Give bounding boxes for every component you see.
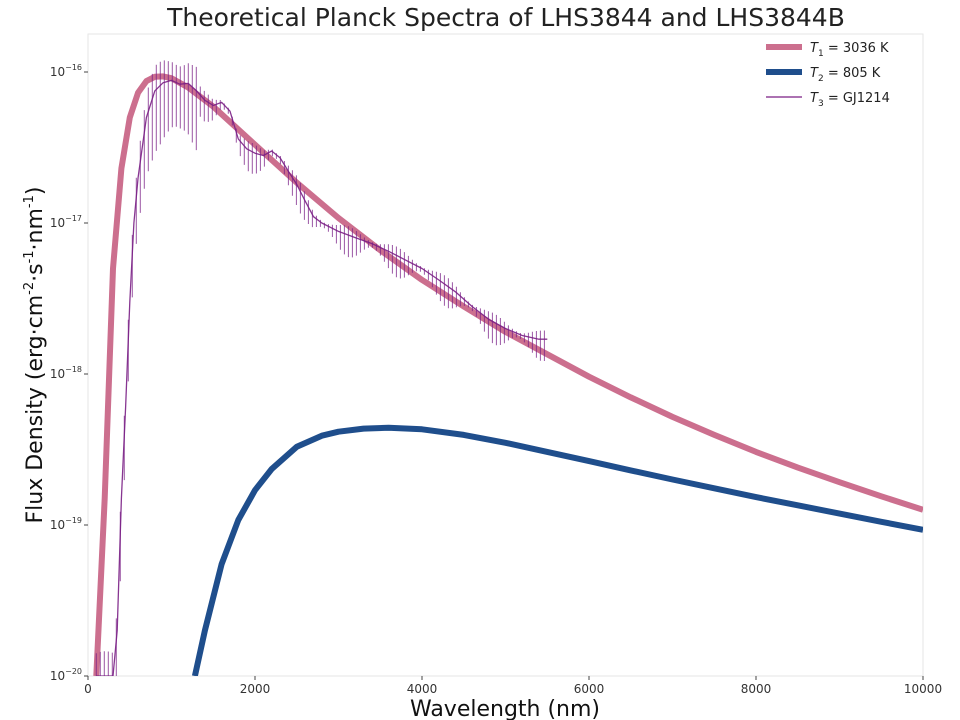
chart-title: Theoretical Planck Spectra of LHS3844 an… [166,3,845,32]
series-t3-gj1214-noise-band [95,60,545,676]
y-tick-label: 10−20 [50,667,82,683]
y-tick-label: 10−19 [50,516,82,532]
x-tick-label: 10000 [904,682,942,696]
x-tick-label: 6000 [574,682,605,696]
legend-label-2: T2 = 805 K [810,66,881,84]
legend-label-1: T1 = 3036 K [810,41,889,59]
series-layer [93,60,923,676]
legend-label-3: T3 = GJ1214 [810,91,890,109]
y-axis-label: Flux Density (erg·cm-2·s-1·nm-1) [22,187,48,524]
x-axis-label: Wavelength (nm) [410,697,600,720]
y-tick-label: 10−17 [50,214,82,230]
plot-frame [87,33,924,677]
y-axis: 10−20 10−19 10−18 10−17 10−16 [50,63,88,683]
series-t2-planck-805k [191,424,923,676]
y-tick-label: 10−18 [50,365,82,381]
x-tick-label: 4000 [407,682,438,696]
series-t1-planck-3036k [93,73,923,676]
y-tick-label: 10−16 [50,63,82,79]
legend: T1 = 3036 K T2 = 805 K T3 = GJ1214 [766,41,890,109]
x-tick-label: 0 [84,682,92,696]
x-tick-label: 8000 [741,682,772,696]
x-tick-label: 2000 [240,682,271,696]
x-axis: 0 2000 4000 6000 8000 10000 [84,676,942,696]
series-t3-gj1214-spectrum [96,79,548,676]
